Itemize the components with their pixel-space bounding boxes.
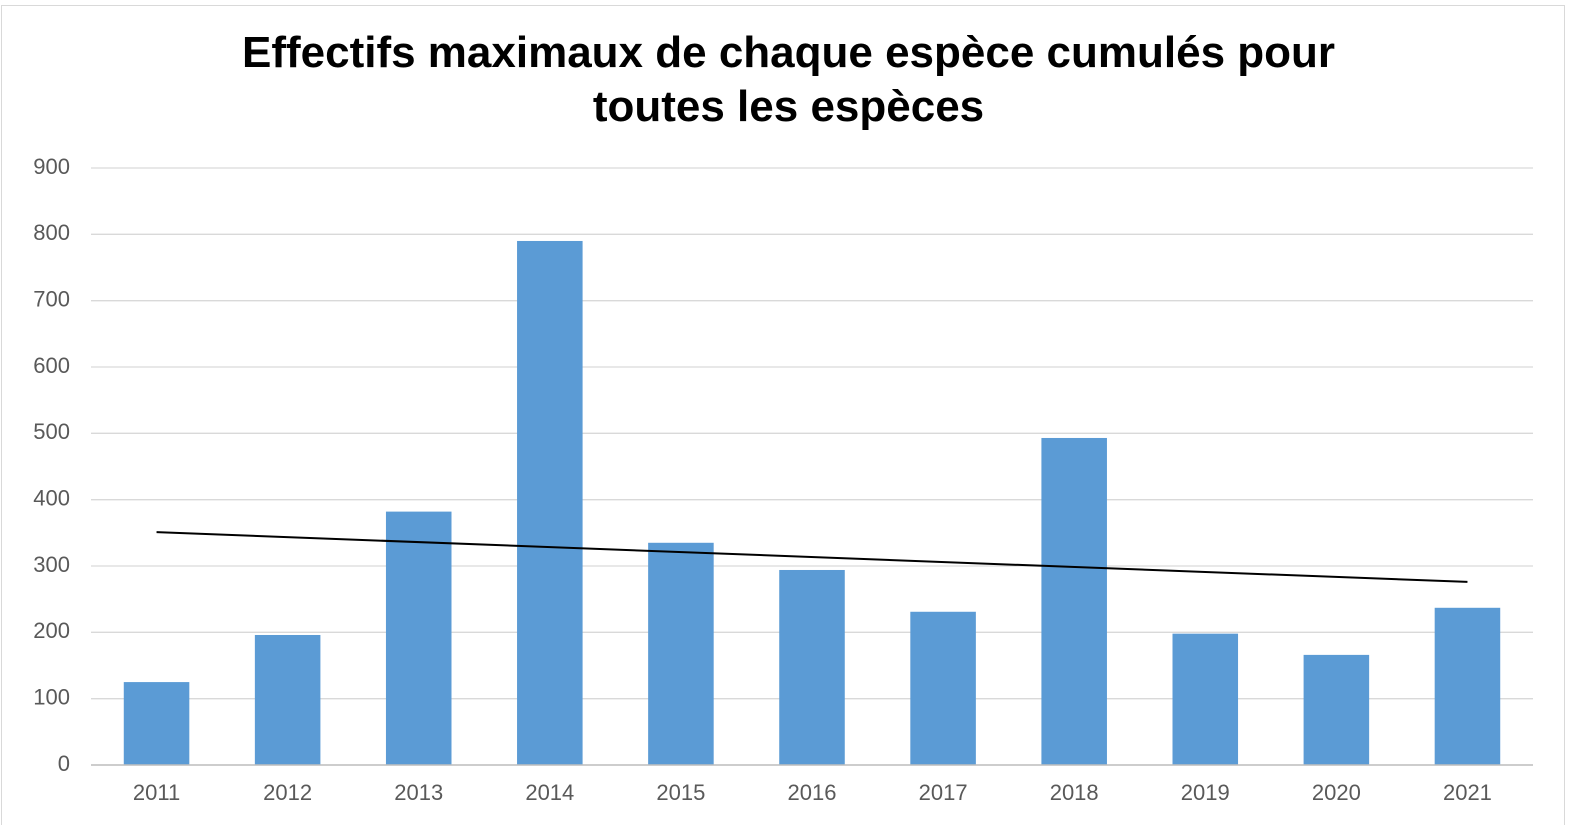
x-tick-label: 2011 (133, 780, 180, 805)
bar (1041, 437, 1107, 765)
y-tick-label: 500 (33, 419, 70, 444)
y-tick-label: 700 (33, 286, 70, 311)
x-tick-label: 2019 (1181, 780, 1230, 805)
x-tick-label: 2020 (1312, 780, 1361, 805)
bar (123, 682, 190, 765)
bar (517, 240, 583, 765)
bar (254, 634, 321, 765)
x-tick-label: 2017 (919, 780, 968, 805)
y-tick-label: 600 (33, 353, 70, 378)
y-tick-label: 100 (33, 684, 70, 709)
bar (1303, 654, 1370, 765)
y-tick-label: 800 (33, 220, 70, 245)
bar (648, 542, 714, 765)
x-tick-label: 2018 (1050, 780, 1099, 805)
y-tick-label: 900 (33, 154, 70, 179)
x-tick-label: 2016 (788, 780, 837, 805)
chart-border (1, 5, 1565, 825)
x-tick-label: 2021 (1443, 780, 1492, 805)
x-tick-label: 2014 (525, 780, 574, 805)
y-tick-label: 200 (33, 618, 70, 643)
bar (910, 611, 976, 765)
x-tick-label: 2015 (656, 780, 705, 805)
chart-title: Effectifs maximaux de chaque espèce cumu… (241, 28, 1336, 131)
bar (1172, 633, 1239, 765)
x-tick-label: 2012 (263, 780, 312, 805)
x-tick-label: 2013 (394, 780, 443, 805)
y-tick-label: 300 (33, 552, 70, 577)
bar (1434, 607, 1501, 765)
trendline (156, 531, 1468, 583)
y-tick-label: 400 (33, 485, 70, 510)
y-tick-label: 0 (58, 751, 70, 776)
bar (385, 511, 452, 765)
bar (779, 569, 845, 765)
